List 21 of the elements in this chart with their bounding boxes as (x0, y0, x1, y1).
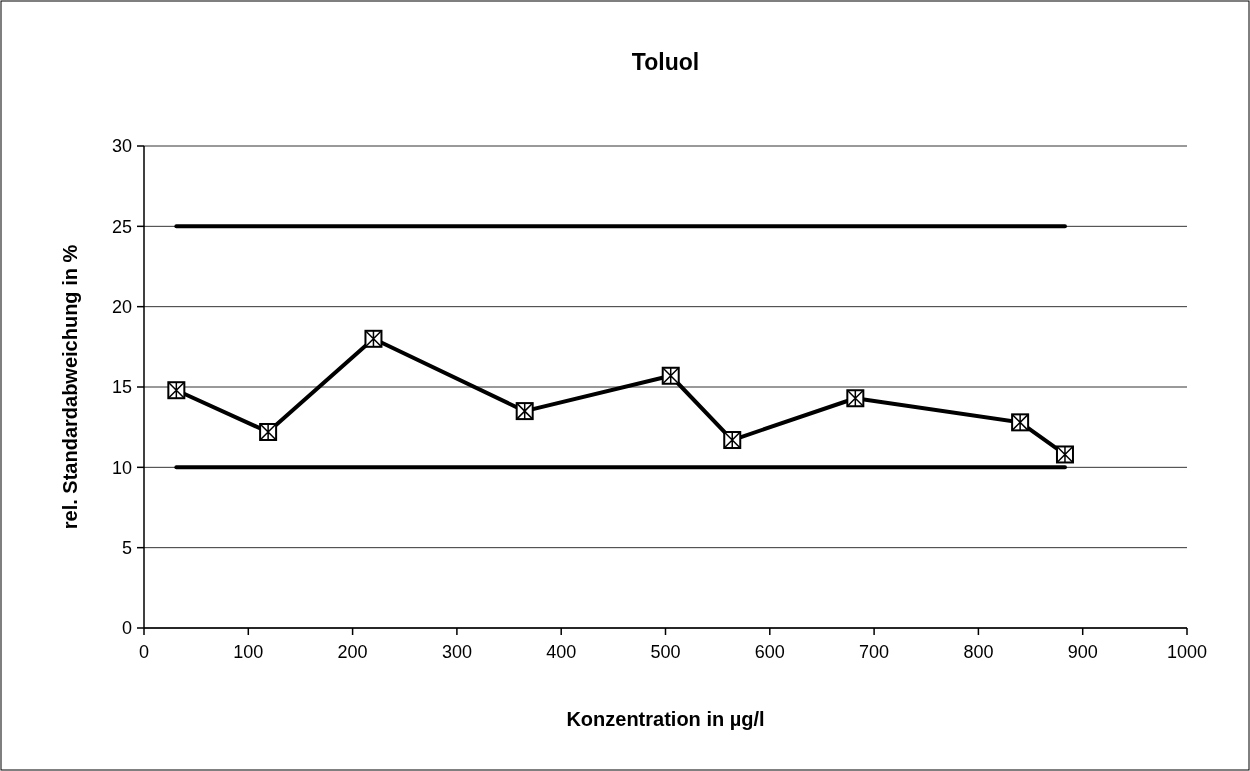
x-axis-title: Konzentration in µg/l (566, 708, 765, 730)
y-tick-label: 10 (111, 457, 132, 478)
y-axis-title: rel. Standardabweichung in % (59, 244, 81, 530)
x-tick-label: 800 (963, 642, 994, 662)
x-tick-label: 1000 (1166, 642, 1208, 662)
x-tick-label: 700 (859, 642, 890, 662)
x-tick-label: 900 (1067, 642, 1098, 662)
x-tick-label: 300 (441, 642, 472, 662)
x-tick-label: 500 (650, 642, 681, 662)
y-tick-label: 0 (121, 618, 132, 639)
x-tick-label: 200 (337, 642, 368, 662)
x-tick-label: 100 (233, 642, 264, 662)
x-tick-label: 600 (754, 642, 785, 662)
y-tick-label: 25 (111, 216, 132, 237)
x-tick-label: 400 (546, 642, 577, 662)
y-tick-label: 30 (111, 136, 132, 157)
x-tick-label: 0 (138, 642, 150, 662)
chart-title: Toluol (631, 49, 700, 75)
y-tick-label: 5 (121, 537, 132, 558)
y-tick-label: 15 (111, 377, 132, 398)
y-tick-label: 20 (111, 296, 132, 317)
